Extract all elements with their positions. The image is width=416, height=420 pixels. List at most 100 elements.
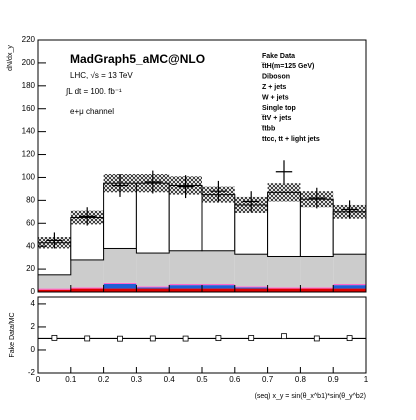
histogram-bar: [202, 285, 235, 289]
legend-entry: t̅tV + jets: [260, 115, 291, 123]
x-tick-label: 0: [36, 375, 41, 384]
histogram-bar: [202, 288, 235, 292]
histogram-bar: [38, 289, 71, 292]
x-tick-label: 0.6: [229, 375, 241, 384]
histogram-bar: [38, 274, 71, 289]
legend-entry: Single top: [262, 105, 296, 112]
x-tick-label: 0.9: [328, 375, 340, 384]
y-tick-label: 20: [26, 264, 35, 273]
histogram-bar: [333, 285, 366, 289]
ratio-point: [346, 335, 353, 342]
data-point: [308, 187, 325, 209]
histogram-bar: [333, 288, 366, 292]
histogram-bar: [136, 253, 170, 287]
histogram-bar: [299, 198, 334, 257]
annotation: ∫L dt = 100. fb⁻¹: [65, 87, 122, 96]
data-point: [79, 207, 96, 226]
histogram-bar: [103, 248, 137, 283]
histogram-bar: [136, 286, 170, 288]
ratio-point: [84, 335, 91, 342]
annotation: LHC, √s = 13 TeV: [70, 71, 133, 80]
y-tick-label: 220: [22, 35, 36, 44]
histogram-bar: [70, 287, 104, 289]
data-point: [275, 160, 293, 184]
histogram-bar: [136, 287, 170, 289]
y-tick-label: 40: [26, 241, 35, 250]
x-tick-label: 0.5: [196, 375, 208, 384]
y-tick-label: 180: [22, 81, 36, 90]
y-tick-label: -2: [28, 368, 36, 377]
histogram-bar: [38, 288, 71, 290]
y-tick-label: 0: [31, 345, 36, 354]
y-tick-label: 120: [22, 150, 36, 159]
chart-title: MadGraph5_aMC@NLO: [70, 52, 205, 66]
legend-entry: ttcc, tt + light jets: [262, 136, 320, 143]
histogram-bar: [169, 285, 202, 289]
y-tick-label: 2: [31, 322, 36, 331]
data-point: [111, 174, 129, 197]
ratio-point: [281, 333, 287, 340]
y-tick-label: 60: [26, 218, 35, 227]
histogram-bar: [201, 194, 236, 252]
histogram-bar: [234, 254, 268, 287]
x-tick-label: 0.8: [295, 375, 307, 384]
ratio-point: [117, 335, 123, 342]
mc-error-band: [267, 183, 301, 202]
y-tick-label: 100: [22, 173, 36, 182]
data-point: [341, 200, 358, 219]
histogram-bar: [234, 286, 268, 288]
ratio-point: [313, 335, 320, 342]
histogram-bar: [333, 283, 366, 286]
histogram-bar: [333, 254, 366, 284]
legend-entry: Diboson: [262, 74, 290, 81]
y-tick-label: 4: [31, 299, 36, 308]
histogram-bar: [234, 287, 268, 289]
histogram-bar: [70, 259, 104, 288]
histogram-bar: [169, 283, 202, 286]
x-tick-label: 0.4: [164, 375, 176, 384]
data-point: [177, 175, 194, 199]
histogram-bar: [300, 256, 334, 288]
x-axis-label: (seq) x_y = sin(θ_x^b1)*sin(θ_y^b2): [255, 393, 366, 400]
legend-entry: t̅tbb: [260, 125, 275, 133]
histogram-bar: [103, 288, 137, 292]
x-tick-label: 0.3: [131, 375, 143, 384]
histogram-bar: [267, 256, 301, 288]
histogram-bar: [300, 288, 334, 292]
y-tick-label: 140: [22, 127, 36, 136]
x-tick-label: 1: [364, 375, 369, 384]
ratio-y-axis-label: Fake Data/MC: [9, 312, 16, 357]
histogram-bar: [103, 283, 137, 289]
histogram-bar: [70, 288, 104, 292]
x-tick-label: 0.1: [65, 375, 77, 384]
ratio-point: [149, 335, 156, 342]
data-point: [144, 170, 161, 194]
histogram-bar: [202, 250, 235, 284]
x-tick-label: 0.2: [98, 375, 110, 384]
histogram-bar: [300, 287, 334, 289]
x-tick-label: 0.7: [262, 375, 274, 384]
ratio-point: [215, 335, 222, 342]
data-point: [46, 232, 63, 249]
y-tick-label: 200: [22, 58, 36, 67]
histogram-bar: [234, 288, 268, 292]
histogram-bar: [169, 288, 202, 292]
y-axis-label: dN/dx_y: [7, 45, 14, 71]
histogram-bar: [103, 282, 137, 284]
legend-entry: W + jets: [262, 94, 289, 101]
legend-entry: Fake Data: [262, 53, 295, 60]
data-point: [243, 191, 260, 212]
histogram-bar: [136, 288, 170, 292]
y-tick-label: 80: [26, 195, 35, 204]
y-tick-label: 0: [31, 287, 36, 296]
plot-frame: [37, 296, 367, 374]
legend-entry: Z + jets: [262, 84, 286, 91]
histogram-bar: [267, 288, 301, 292]
histogram-bar: [135, 182, 170, 254]
histogram-bar: [169, 250, 202, 284]
histogram-bar: [202, 283, 235, 286]
ratio-point: [51, 334, 58, 341]
y-tick-label: 160: [22, 104, 36, 113]
legend-entry: t̅tH(m=125 GeV): [260, 63, 314, 71]
